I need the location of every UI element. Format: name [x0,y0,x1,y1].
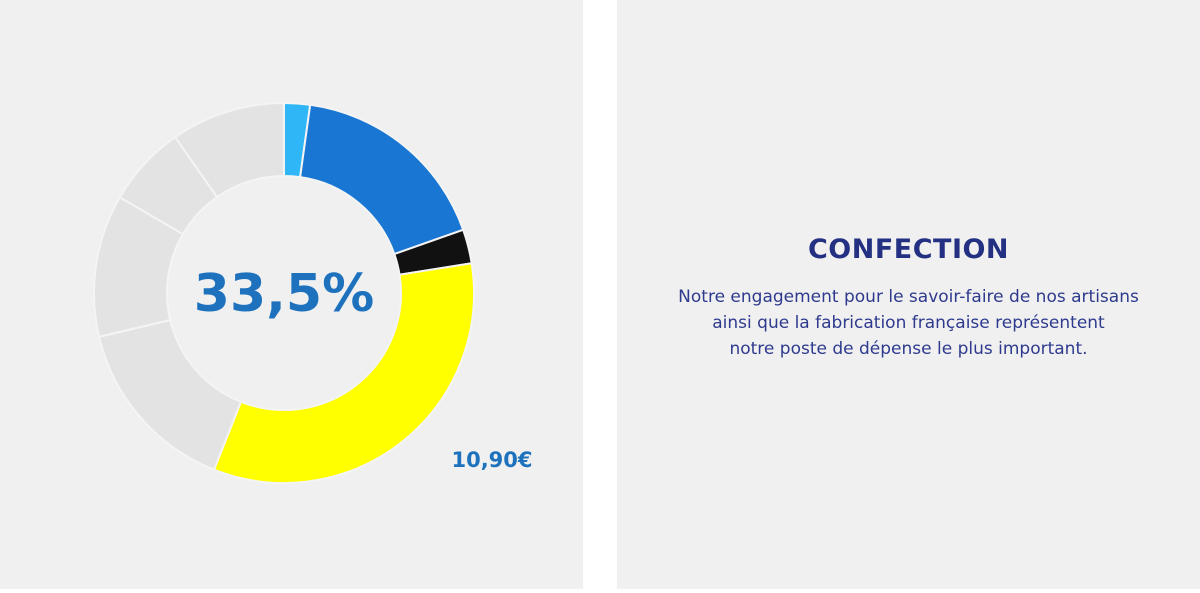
description-line: ainsi que la fabrication française repré… [712,313,1105,333]
description: Notre engagement pour le savoir-faire de… [617,284,1200,362]
donut-segment [97,318,243,471]
description-line: Notre engagement pour le savoir-faire de… [678,287,1139,307]
description-line: notre poste de dépense le plus important… [729,339,1088,359]
donut-segment [212,262,475,484]
donut-chart: 33,5% 10,90€ [93,101,533,484]
donut-segment [298,103,465,256]
text-panel: CONFECTION Notre engagement pour le savo… [617,0,1200,589]
chart-panel: 33,5% 10,90€ [0,0,583,589]
donut-segment [173,101,285,199]
center-label: 33,5% [194,264,374,324]
title: CONFECTION [807,234,1010,265]
annotation: 10,90€ [451,448,532,472]
